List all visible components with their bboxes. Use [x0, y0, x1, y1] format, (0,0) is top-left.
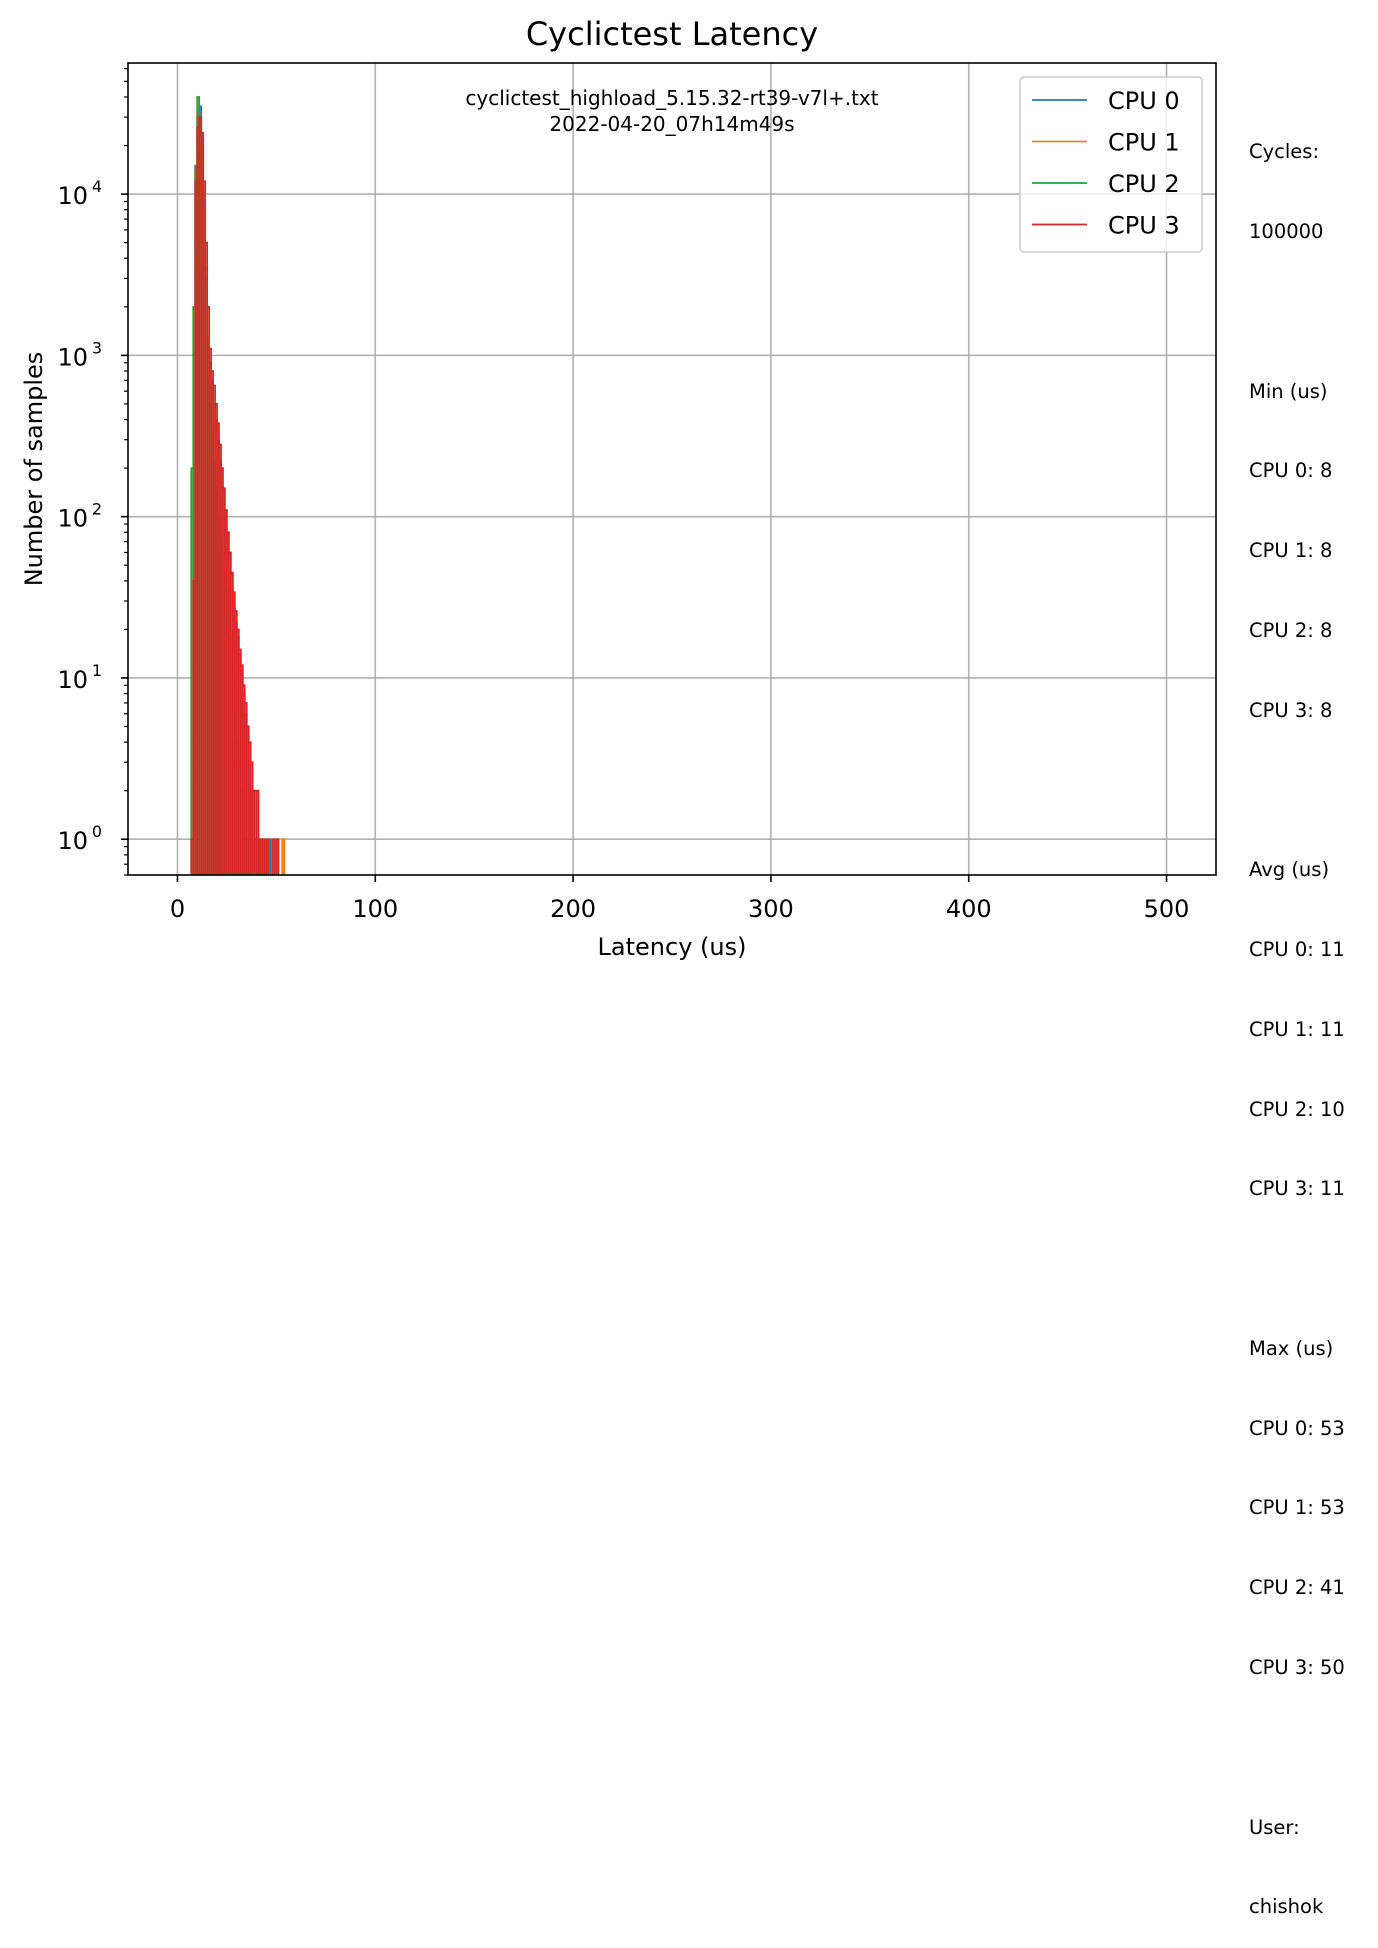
- max-cpu1: CPU 1: 53: [1249, 1496, 1345, 1520]
- legend-label: CPU 3: [1108, 212, 1180, 240]
- x-axis: 0 100 200 300 400 500: [170, 875, 1190, 923]
- y-tick-exponent: 1: [92, 661, 102, 680]
- legend-label: CPU 1: [1108, 129, 1180, 157]
- avg-cpu0: CPU 0: 11: [1249, 938, 1345, 961]
- subtitle-filename: cyclictest_highload_5.15.32-rt39-v7l+.tx…: [465, 86, 878, 110]
- avg-cpu1: CPU 1: 11: [1249, 1017, 1345, 1041]
- x-tick-label: 100: [352, 895, 398, 923]
- subtitle-timestamp: 2022-04-20_07h14m49s: [549, 112, 794, 136]
- y-tick-exponent: 0: [92, 822, 102, 841]
- cycles-value: 100000: [1249, 219, 1324, 243]
- max-cpu2: CPU 2: 41: [1249, 1576, 1345, 1600]
- stats-panel: Cycles: 100000 Min (us) CPU 0: 8 CPU 1: …: [1249, 86, 1345, 1948]
- max-cpu3: CPU 3: 50: [1249, 1656, 1345, 1680]
- min-cpu3: CPU 3: 8: [1249, 698, 1333, 722]
- x-tick-label: 0: [170, 895, 185, 923]
- min-cpu0: CPU 0: 8: [1249, 459, 1333, 483]
- y-tick-label: 10: [57, 505, 88, 533]
- y-tick-label: 10: [57, 827, 88, 855]
- x-tick-label: 400: [946, 895, 992, 923]
- user-label: User:: [1249, 1815, 1300, 1839]
- x-axis-label: Latency (us): [598, 933, 747, 961]
- y-tick-exponent: 2: [92, 500, 102, 519]
- user-value: chishok: [1249, 1895, 1324, 1919]
- y-tick-exponent: 3: [92, 338, 102, 357]
- cycles-label: Cycles:: [1249, 140, 1320, 164]
- x-tick-label: 300: [748, 895, 794, 923]
- avg-cpu2: CPU 2: 10: [1249, 1097, 1345, 1121]
- series-cpu-3: [190, 116, 280, 875]
- min-cpu1: CPU 1: 8: [1249, 539, 1333, 563]
- min-cpu2: CPU 2: 8: [1249, 618, 1333, 642]
- x-tick-label: 500: [1144, 895, 1190, 923]
- legend-label: CPU 0: [1108, 87, 1180, 115]
- y-axis-label: Number of samples: [20, 352, 48, 587]
- avg-label: Avg (us): [1249, 858, 1330, 882]
- plot-frame: [127, 62, 1217, 876]
- legend-box: [1019, 76, 1203, 253]
- legend-label: CPU 2: [1108, 170, 1180, 198]
- legend: CPU 0 CPU 1 CPU 2 CPU 3: [1019, 76, 1203, 253]
- series-cpu-2: [190, 96, 262, 875]
- series-cpu-1: [192, 111, 286, 875]
- chart-title: Cyclictest Latency: [526, 15, 818, 53]
- y-tick-label: 10: [57, 666, 88, 694]
- avg-cpu3: CPU 3: 11: [1249, 1177, 1345, 1201]
- y-tick-exponent: 4: [92, 177, 102, 196]
- x-tick-label: 200: [550, 895, 596, 923]
- series-layer: [190, 96, 286, 875]
- max-cpu0: CPU 0: 53: [1249, 1416, 1345, 1440]
- min-label: Min (us): [1249, 379, 1328, 403]
- y-tick-label: 10: [57, 343, 88, 371]
- y-tick-label: 10: [57, 182, 88, 210]
- latency-chart: Cyclictest Latency 0 100 200 300 400 500 10 01…: [20, 15, 1217, 961]
- max-label: Max (us): [1249, 1336, 1334, 1360]
